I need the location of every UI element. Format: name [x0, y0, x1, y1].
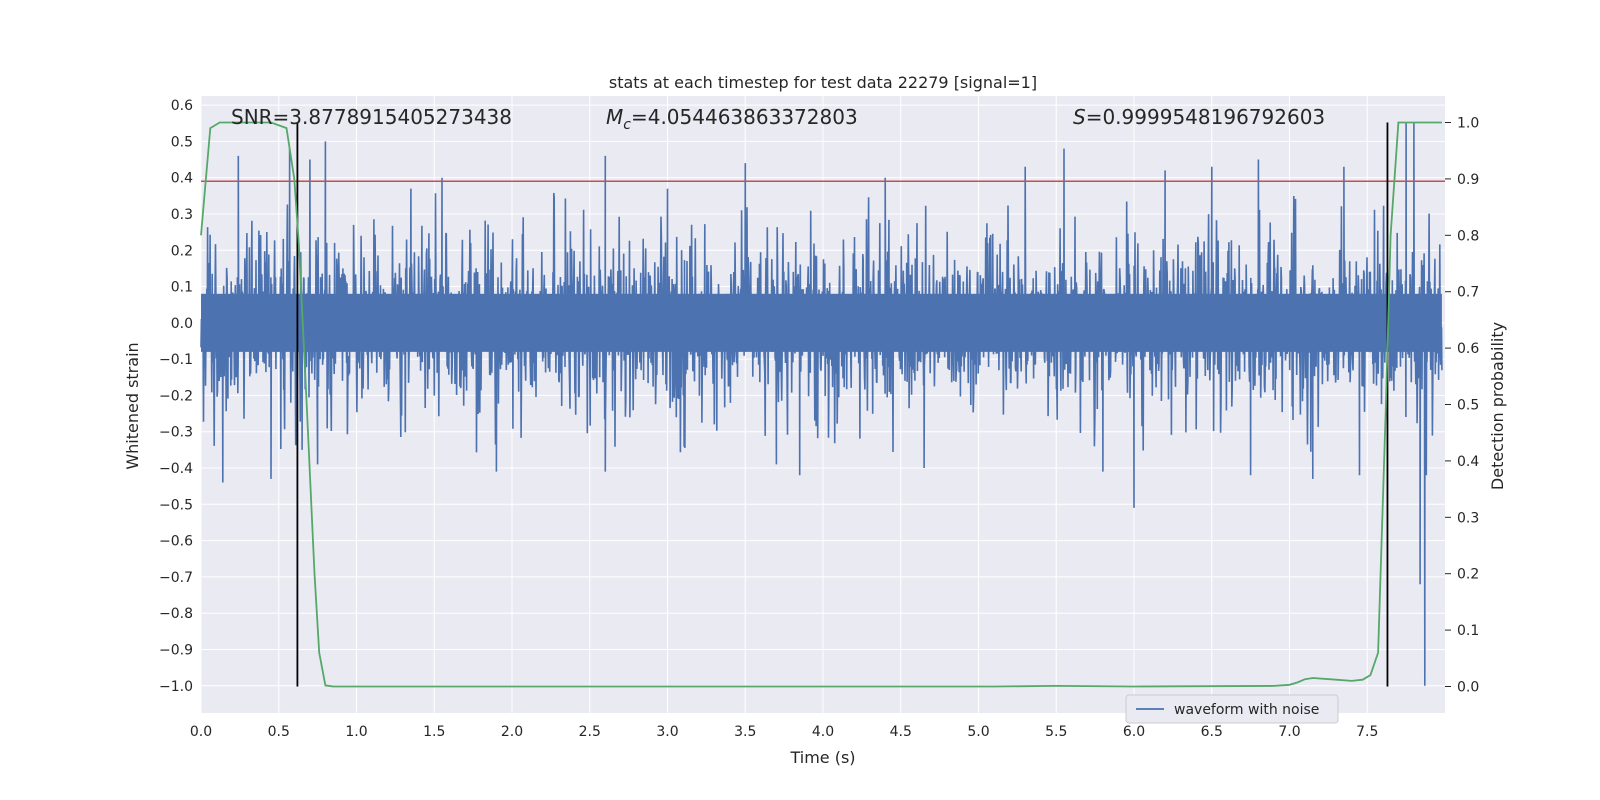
y-tick-label: −1.0 [159, 679, 193, 695]
legend-box [1125, 694, 1339, 724]
y-right-tick-label: 1.0 [1457, 116, 1479, 132]
y-axis-label: Whitened strain [123, 342, 142, 469]
y-tick-label: 0.1 [171, 280, 193, 296]
y-tick-label: −0.4 [159, 461, 193, 477]
y-tick-label: −0.1 [159, 352, 193, 368]
mc-value: =4.054463863372803 [631, 105, 858, 129]
y-right-tick-label: 0.2 [1457, 567, 1479, 583]
mc-annotation: Mc=4.054463863372803 [606, 105, 858, 133]
waveform-core-band [201, 293, 1442, 352]
y-tick-label: −0.9 [159, 642, 193, 658]
legend: waveform with noise [1125, 694, 1339, 724]
x-tick-label: 6.5 [1201, 724, 1223, 740]
waveform-series [200, 123, 1443, 686]
y-tick-label: 0.6 [171, 98, 193, 114]
x-tick-label: 3.0 [656, 724, 678, 740]
x-tick-label: 7.5 [1356, 724, 1378, 740]
y-right-tick-label: 0.4 [1457, 454, 1479, 470]
x-tick-label: 3.5 [734, 724, 756, 740]
x-tick-label: 5.0 [967, 724, 989, 740]
y-tick-label: −0.2 [159, 388, 193, 404]
y-tick-label: −0.7 [159, 570, 193, 586]
y-tick-label: −0.6 [159, 534, 193, 550]
chart-title: stats at each timestep for test data 222… [609, 73, 1037, 92]
x-tick-label: 1.5 [423, 724, 445, 740]
y-right-tick-label: 0.9 [1457, 172, 1479, 188]
y-right-tick-label: 0.7 [1457, 285, 1479, 301]
x-tick-label: 2.0 [501, 724, 523, 740]
x-tick-label: 0.0 [190, 724, 212, 740]
s-symbol: S [1073, 105, 1086, 129]
s-value: =0.9999548196792603 [1086, 105, 1325, 129]
x-tick-label: 1.0 [345, 724, 367, 740]
y-tick-label: 0.3 [171, 207, 193, 223]
y-right-tick-label: 0.1 [1457, 623, 1479, 639]
x-tick-label: 0.5 [268, 724, 290, 740]
y-tick-label: 0.0 [171, 316, 193, 332]
y-tick-label: 0.4 [171, 171, 193, 187]
y-axis-right-ticks: 1.0 0.9 0.8 0.7 0.6 0.5 0.4 0.3 0.2 0.1 0.0 [1445, 116, 1479, 695]
x-axis-ticks: 0.0 0.5 1.0 1.5 2.0 2.5 3.0 3.5 4.0 4.5 5.0 5.5 6.0 6… [190, 724, 1379, 740]
legend-label: waveform with noise [1174, 702, 1319, 718]
s-annotation: S=0.9999548196792603 [1073, 105, 1325, 129]
x-tick-label: 5.5 [1045, 724, 1067, 740]
y-tick-label: 0.5 [171, 134, 193, 150]
y-right-tick-label: 0.0 [1457, 679, 1479, 695]
y-right-tick-label: 0.5 [1457, 398, 1479, 414]
x-tick-label: 4.0 [812, 724, 834, 740]
mc-symbol: M [606, 105, 623, 129]
snr-annotation: SNR=3.8778915405273438 [231, 105, 512, 129]
mc-subscript: c [623, 117, 631, 133]
x-tick-label: 4.5 [890, 724, 912, 740]
x-tick-label: 7.0 [1278, 724, 1300, 740]
y-right-tick-label: 0.3 [1457, 510, 1479, 526]
y-right-tick-label: 0.6 [1457, 341, 1479, 357]
y-tick-label: 0.2 [171, 243, 193, 259]
x-tick-label: 2.5 [579, 724, 601, 740]
x-axis-label: Time (s) [789, 748, 855, 767]
x-tick-label: 6.0 [1123, 724, 1145, 740]
y-right-tick-label: 0.8 [1457, 228, 1479, 244]
y-tick-label: −0.3 [159, 425, 193, 441]
y-tick-label: −0.8 [159, 606, 193, 622]
y-axis-right-label: Detection probability [1488, 322, 1507, 490]
y-axis-left-ticks: 0.6 0.5 0.4 0.3 0.2 0.1 0.0 −0.1 −0.2 −0.3 −0.4 −0.… [159, 98, 193, 695]
y-tick-label: −0.5 [159, 497, 193, 513]
detection-probability-line [200, 121, 1442, 688]
